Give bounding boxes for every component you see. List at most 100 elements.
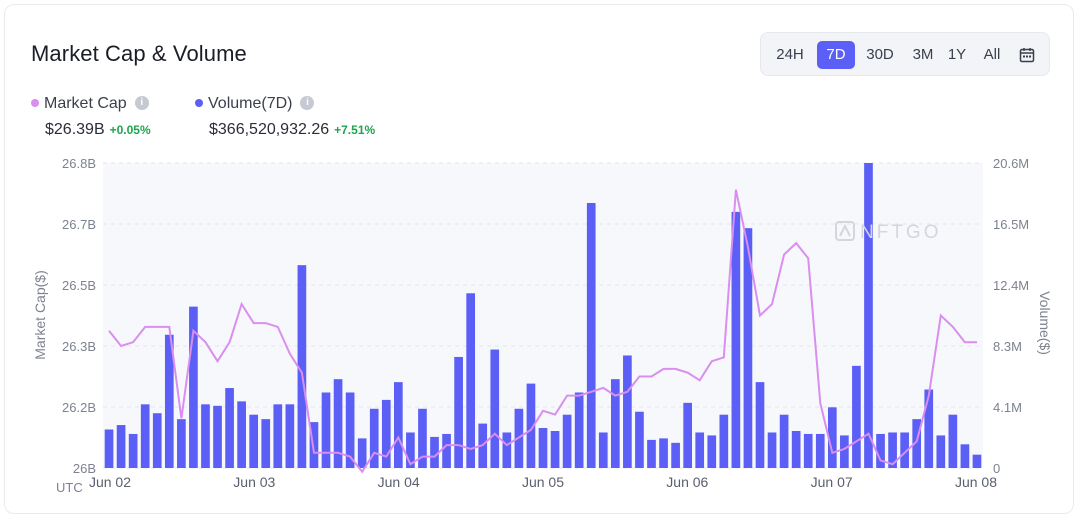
volume-bar (177, 419, 186, 468)
volume-bar (442, 433, 451, 468)
volume-bar (225, 388, 234, 468)
volume-bar (357, 438, 367, 468)
volume-bar (297, 265, 307, 468)
volume-bar (635, 411, 644, 468)
x-tick-label: Jun 03 (233, 474, 275, 490)
volume-bar (213, 405, 222, 468)
page-title: Market Cap & Volume (31, 41, 247, 66)
volume-bar (948, 414, 958, 468)
volume-bar (586, 202, 596, 469)
volume-bar (538, 428, 548, 468)
volume-bar (936, 435, 946, 468)
volume-bar (924, 389, 934, 468)
x-tick-label: Jun 04 (378, 474, 420, 490)
volume-bar (345, 392, 355, 468)
volume-bar (791, 430, 801, 468)
x-tick-label: Jun 07 (811, 474, 853, 490)
y-right-tick-label: 8.3M (993, 339, 1022, 354)
volume-bar (321, 392, 331, 468)
x-tick-label: Jun 05 (522, 474, 564, 490)
volume-bar (502, 432, 512, 468)
y-right-tick-label: 20.6M (993, 156, 1029, 171)
volume-bar (550, 430, 560, 468)
volume-bar (671, 442, 680, 468)
x-tick-label: Jun 06 (666, 474, 708, 490)
range-7d-button[interactable]: 7D (817, 41, 855, 69)
calendar-icon[interactable] (1019, 47, 1035, 68)
range-3m-button[interactable]: 3M (912, 46, 934, 63)
volume-bar (864, 163, 873, 468)
range-30d-button[interactable]: 30D (866, 46, 894, 63)
y-right-axis-label: Volume($) (1037, 291, 1053, 355)
volume-bar (369, 408, 379, 468)
volume-value: $366,520,932.26 (209, 121, 330, 138)
volume-bar (490, 349, 500, 468)
volume-bar (285, 404, 295, 468)
volume-bar (526, 383, 536, 468)
market-cap-value-row: $26.39B +0.05% (45, 121, 151, 139)
volume-bar (273, 404, 283, 468)
volume-bar (707, 435, 717, 468)
nftgo-watermark: NFTGO (835, 221, 942, 243)
market-cap-change: +0.05% (109, 123, 151, 137)
volume-bar (876, 433, 885, 468)
volume-bar (562, 414, 572, 468)
volume-bar (960, 444, 970, 468)
volume-bar (201, 404, 210, 468)
y-left-axis-label: Market Cap($) (32, 270, 48, 359)
volume-bar (767, 432, 777, 468)
volume-bar (309, 422, 319, 468)
range-all-button[interactable]: All (983, 46, 1001, 63)
time-range-selector: 24H 7D 30D 3M 1Y All (760, 32, 1050, 76)
volume-bar (152, 413, 162, 468)
volume-bar (695, 432, 705, 468)
y-left-tick-label: 26.2B (62, 400, 96, 415)
y-left-tick-label: 26.3B (62, 339, 96, 354)
volume-bar (815, 433, 825, 468)
legend-market-cap[interactable]: Market Cap i (31, 95, 149, 113)
volume-bar (189, 306, 198, 468)
volume-bar (128, 433, 138, 468)
volume-bar (466, 293, 476, 468)
volume-bar (912, 419, 922, 468)
volume-bar (731, 211, 741, 469)
volume-bar (647, 439, 656, 468)
volume-bar (840, 435, 849, 468)
volume-bar (743, 228, 753, 468)
volume-bar (237, 401, 246, 468)
volume-bar (827, 407, 837, 468)
y-right-tick-label: 4.1M (993, 400, 1022, 415)
volume-bar (381, 399, 391, 468)
legend-volume-label: Volume(7D) (208, 95, 293, 112)
market-cap-line (108, 189, 977, 474)
volume-bar (574, 392, 584, 468)
volume-bar (418, 408, 427, 468)
volume-bar (610, 379, 620, 468)
volume-bar (755, 382, 765, 468)
volume-bar (598, 432, 608, 468)
info-icon[interactable]: i (300, 95, 315, 110)
volume-dot-icon (195, 98, 203, 107)
volume-bar (394, 382, 403, 468)
y-right-tick-label: 12.4M (993, 278, 1029, 293)
volume-bar (623, 355, 632, 468)
volume-bar (164, 334, 174, 468)
volume-bar (104, 429, 114, 468)
y-left-tick-label: 26B (73, 461, 96, 476)
volume-bar (140, 404, 150, 468)
y-left-tick-label: 26.8B (62, 156, 96, 171)
market-cap-value: $26.39B (45, 121, 105, 138)
volume-bar (852, 365, 861, 468)
range-24h-button[interactable]: 24H (776, 46, 804, 63)
info-icon[interactable]: i (134, 95, 149, 110)
y-left-tick-label: 26.7B (62, 217, 96, 232)
range-1y-button[interactable]: 1Y (947, 46, 967, 63)
legend-market-cap-label: Market Cap (44, 95, 127, 112)
x-tick-label: Jun 08 (955, 474, 997, 490)
volume-change: +7.51% (334, 123, 376, 137)
legend-volume[interactable]: Volume(7D) i (195, 95, 315, 113)
watermark-text: NFTGO (860, 222, 942, 243)
volume-bar (719, 414, 729, 468)
volume-bar (803, 433, 813, 468)
